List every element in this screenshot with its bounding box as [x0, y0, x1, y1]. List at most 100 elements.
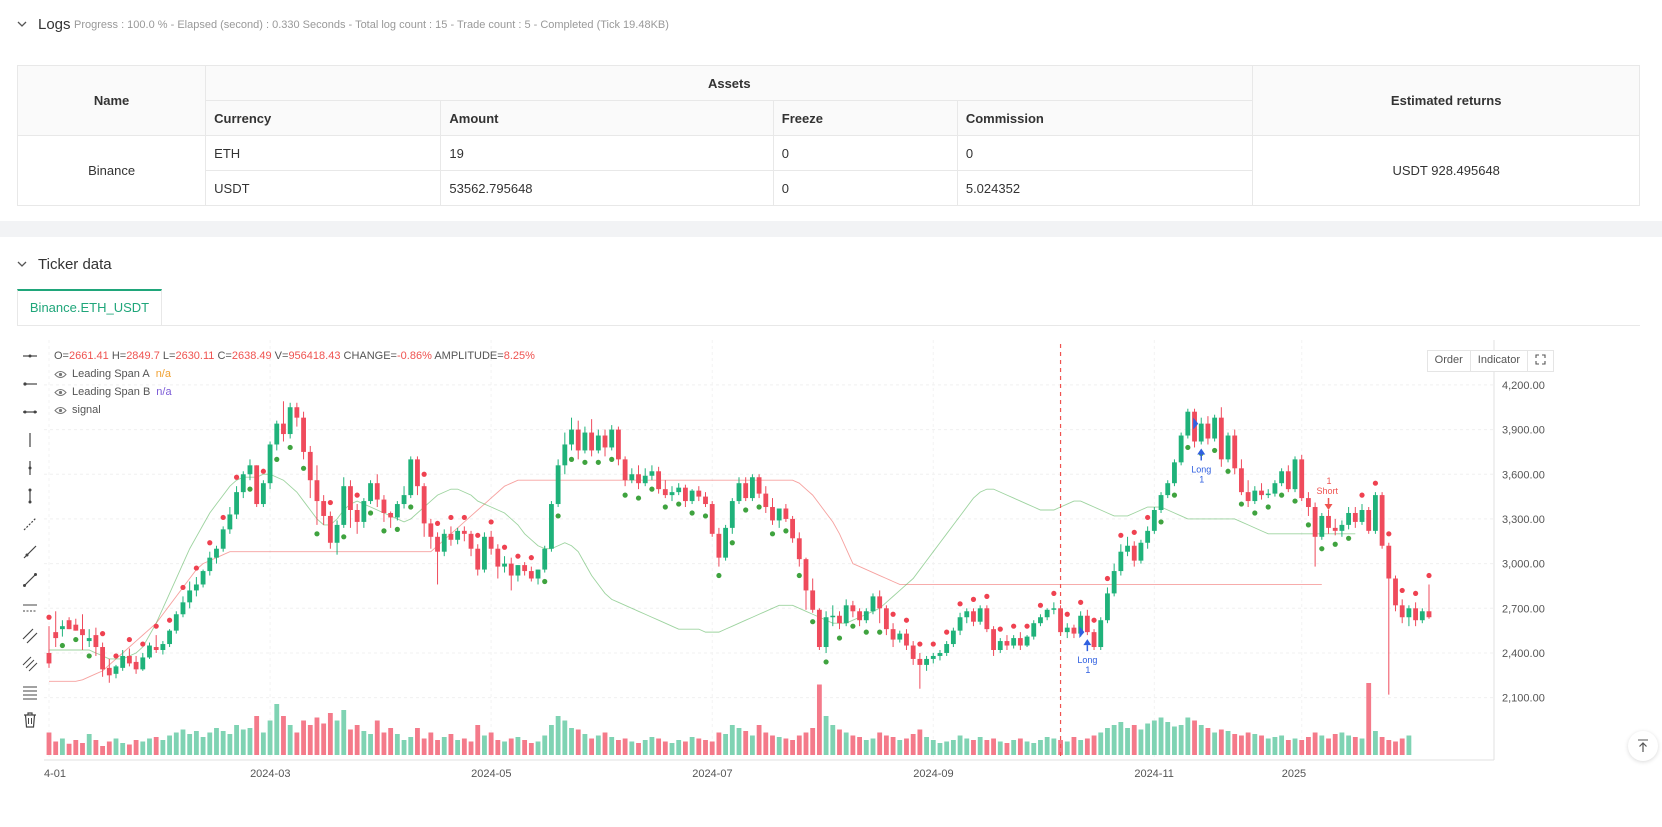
volume-bar [1044, 737, 1050, 755]
candle-body [1105, 593, 1110, 621]
fib-retracement-icon[interactable] [18, 681, 42, 703]
signal-dot [1078, 599, 1084, 605]
candle-body [528, 571, 534, 579]
volume-bar [703, 740, 708, 755]
signal-dot [1372, 480, 1379, 486]
segment-line-icon[interactable] [18, 569, 42, 591]
tab-binance-eth-usdt[interactable]: Binance.ETH_USDT [17, 289, 162, 325]
candle-body [796, 538, 802, 560]
fullscreen-icon[interactable] [1528, 351, 1553, 371]
volume-bar [763, 732, 769, 755]
candle-body [776, 508, 782, 521]
price-channel-icon[interactable] [18, 597, 42, 619]
candle-body [1245, 492, 1251, 502]
legend-label: signal [72, 404, 101, 416]
signal-dot [930, 641, 936, 647]
candle-body [1071, 627, 1077, 634]
signal-dot [743, 507, 749, 513]
signal-dot [166, 617, 173, 623]
fib-lines-icon[interactable] [18, 653, 42, 675]
candle-body [1185, 411, 1191, 436]
assets-table: Name Assets Estimated returns Currency A… [16, 65, 1640, 206]
vertical-ray-icon[interactable] [18, 485, 42, 507]
signal-dot [515, 553, 521, 559]
trend-line-icon[interactable] [18, 513, 42, 535]
candle-body [850, 605, 856, 612]
open-value: 2661.41 [68, 350, 109, 362]
legend-value: n/a [156, 386, 172, 398]
trash-icon[interactable] [18, 709, 42, 731]
chevron-down-icon[interactable] [16, 258, 30, 272]
high-value: 2849.7 [126, 350, 160, 362]
signal-dot [421, 471, 427, 477]
candle-body [890, 629, 896, 640]
signal-dot [1024, 623, 1030, 629]
volume-bar [260, 732, 266, 755]
vertical-segment-icon[interactable] [18, 457, 42, 479]
candle-body [468, 533, 474, 549]
signal-dot [300, 465, 307, 471]
candle-body [207, 557, 213, 572]
extended-line-icon[interactable] [18, 401, 42, 423]
signal-dot [957, 601, 963, 607]
candle-body [910, 645, 916, 659]
candle-body [542, 548, 548, 570]
candle-body [1198, 423, 1204, 442]
volume-bar [455, 740, 461, 755]
horizontal-ray-icon[interactable] [18, 373, 42, 395]
volume-bar [1185, 717, 1191, 755]
candle-body [502, 563, 507, 567]
eye-icon [54, 388, 67, 396]
volume-bar [1192, 720, 1197, 755]
legend-span-b[interactable]: Leading Span B n/a [54, 386, 172, 398]
x-tick-label: 2025 [1282, 768, 1306, 780]
volume-bar [937, 743, 943, 755]
candle-body [883, 608, 889, 630]
signal-dot [247, 486, 253, 492]
candle-body [374, 483, 380, 500]
candle-body [682, 487, 688, 502]
price-chart[interactable]: 4,200.00 3,900.00 3,600.00 3,300.00 3,000.00… [44, 340, 1592, 810]
signal-dot [113, 653, 119, 659]
candle-body [1151, 510, 1157, 531]
candle-body [435, 536, 440, 552]
legend-signal[interactable]: signal [54, 404, 101, 416]
volume-bar [227, 734, 233, 755]
candle-body [86, 638, 92, 642]
candle-body [944, 644, 950, 653]
y-tick-label: 4,200.00 [1502, 380, 1545, 392]
legend-span-a[interactable]: Leading Span A n/a [54, 368, 171, 380]
volume-bar [1326, 738, 1331, 755]
volume-bar [542, 735, 548, 755]
volume-bar [696, 738, 702, 755]
volume-bar [1252, 734, 1258, 755]
indicator-button[interactable]: Indicator [1471, 351, 1528, 371]
volume-bar [468, 741, 474, 755]
candle-body [133, 661, 139, 670]
candle-body [1299, 459, 1305, 499]
volume-bar [904, 738, 909, 755]
volume-bar [1218, 729, 1224, 755]
horizontal-line-icon[interactable] [18, 345, 42, 367]
volume-bar [341, 710, 347, 755]
logs-meta: Progress : 100.0 % - Elapsed (second) : … [74, 19, 669, 31]
scroll-to-top-button[interactable] [1628, 731, 1658, 761]
volume-bar [1051, 738, 1057, 755]
volume-bar [193, 731, 199, 755]
candle-body [810, 590, 816, 610]
volume-bar [823, 716, 829, 755]
chevron-down-icon[interactable] [16, 18, 30, 32]
y-tick-label: 2,100.00 [1502, 693, 1545, 705]
parallel-lines-icon[interactable] [18, 625, 42, 647]
candle-body [709, 504, 715, 534]
ray-line-icon[interactable] [18, 541, 42, 563]
order-button[interactable]: Order [1428, 351, 1471, 371]
signal-dot [140, 641, 146, 647]
leading-span-a-line [49, 473, 1356, 660]
vertical-line-icon[interactable] [18, 429, 42, 451]
signal-dot [394, 526, 400, 532]
signal-dot [381, 528, 387, 534]
long-arrow-icon [1083, 639, 1092, 646]
candle-body [622, 459, 628, 481]
signal-dot [622, 492, 628, 498]
